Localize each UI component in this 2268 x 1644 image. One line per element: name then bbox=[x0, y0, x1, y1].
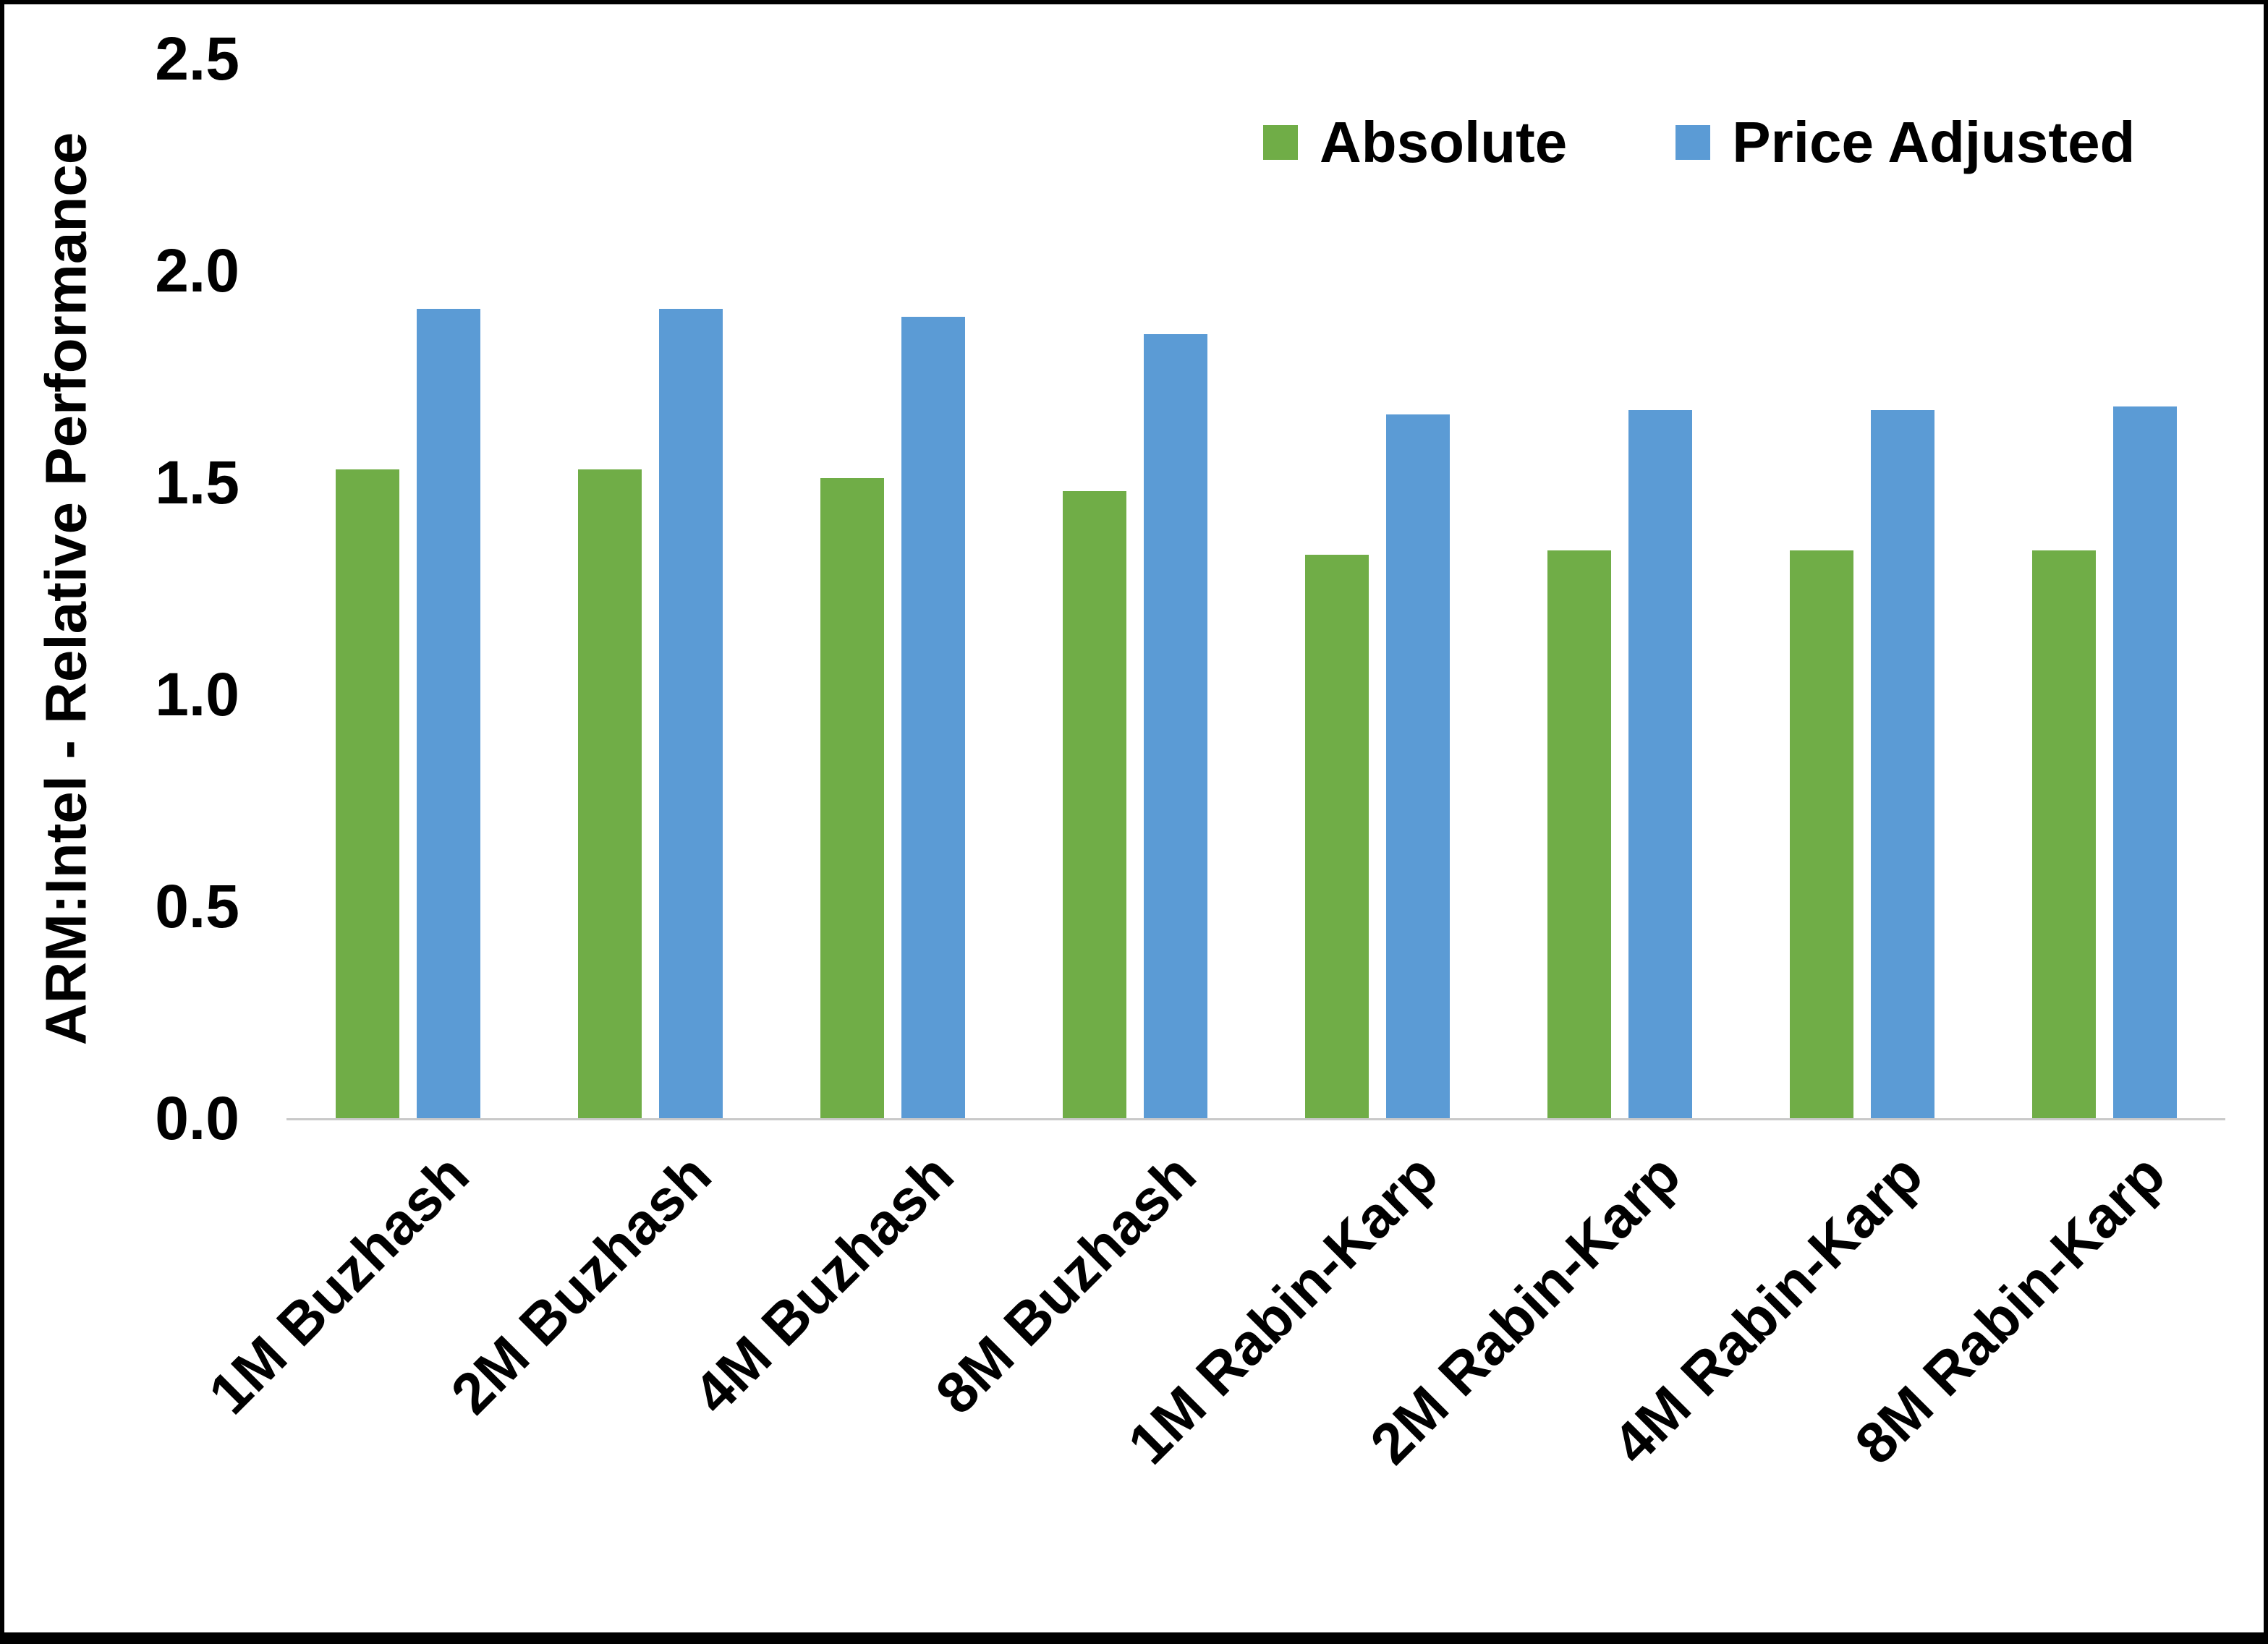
bar-absolute bbox=[1062, 490, 1126, 1118]
bar-price-adjusted bbox=[1143, 333, 1207, 1118]
x-axis-category-label: 1M Buzhash bbox=[196, 1141, 481, 1426]
legend: Absolute Price Adjusted bbox=[1263, 109, 2135, 176]
y-axis-title-wrap: ARM:Intel - Relative Performance bbox=[4, 59, 127, 1118]
x-axis-line bbox=[286, 1118, 2225, 1120]
bar-price-adjusted bbox=[2112, 406, 2177, 1118]
bar-absolute bbox=[335, 469, 399, 1118]
bar-absolute bbox=[1547, 550, 1611, 1118]
legend-swatch-price-adjusted bbox=[1675, 125, 1711, 160]
y-axis-tick-label: 0.5 bbox=[155, 872, 239, 940]
bar-price-adjusted bbox=[901, 317, 965, 1118]
bar-absolute bbox=[577, 469, 642, 1118]
y-axis-tick-label: 0.0 bbox=[155, 1084, 239, 1152]
x-axis-category-label: 4M Buzhash bbox=[681, 1141, 966, 1426]
y-axis-tick-label: 1.0 bbox=[155, 660, 239, 728]
bar-price-adjusted bbox=[1870, 410, 1934, 1118]
bar-price-adjusted bbox=[658, 308, 723, 1118]
bar-absolute bbox=[2031, 550, 2096, 1118]
legend-swatch-absolute bbox=[1263, 125, 1298, 160]
bar-price-adjusted bbox=[1385, 414, 1450, 1118]
y-axis-tick-label: 2.0 bbox=[155, 237, 239, 304]
bar-price-adjusted bbox=[1628, 410, 1692, 1118]
legend-label-absolute: Absolute bbox=[1320, 110, 1568, 174]
y-axis-tick-label: 1.5 bbox=[155, 448, 239, 516]
bar-absolute bbox=[820, 478, 884, 1118]
legend-label-price-adjusted: Price Adjusted bbox=[1732, 110, 2136, 174]
x-axis-category-label: 2M Buzhash bbox=[438, 1141, 723, 1426]
legend-item-price-adjusted: Price Adjusted bbox=[1675, 109, 2135, 176]
y-axis-tick-label: 2.5 bbox=[155, 25, 239, 93]
bar-chart: ARM:Intel - Relative Performance Absolut… bbox=[4, 4, 2264, 1632]
bar-absolute bbox=[1304, 554, 1369, 1118]
bar-price-adjusted bbox=[416, 308, 480, 1118]
bar-absolute bbox=[1789, 550, 1853, 1118]
legend-item-absolute: Absolute bbox=[1263, 109, 1567, 176]
